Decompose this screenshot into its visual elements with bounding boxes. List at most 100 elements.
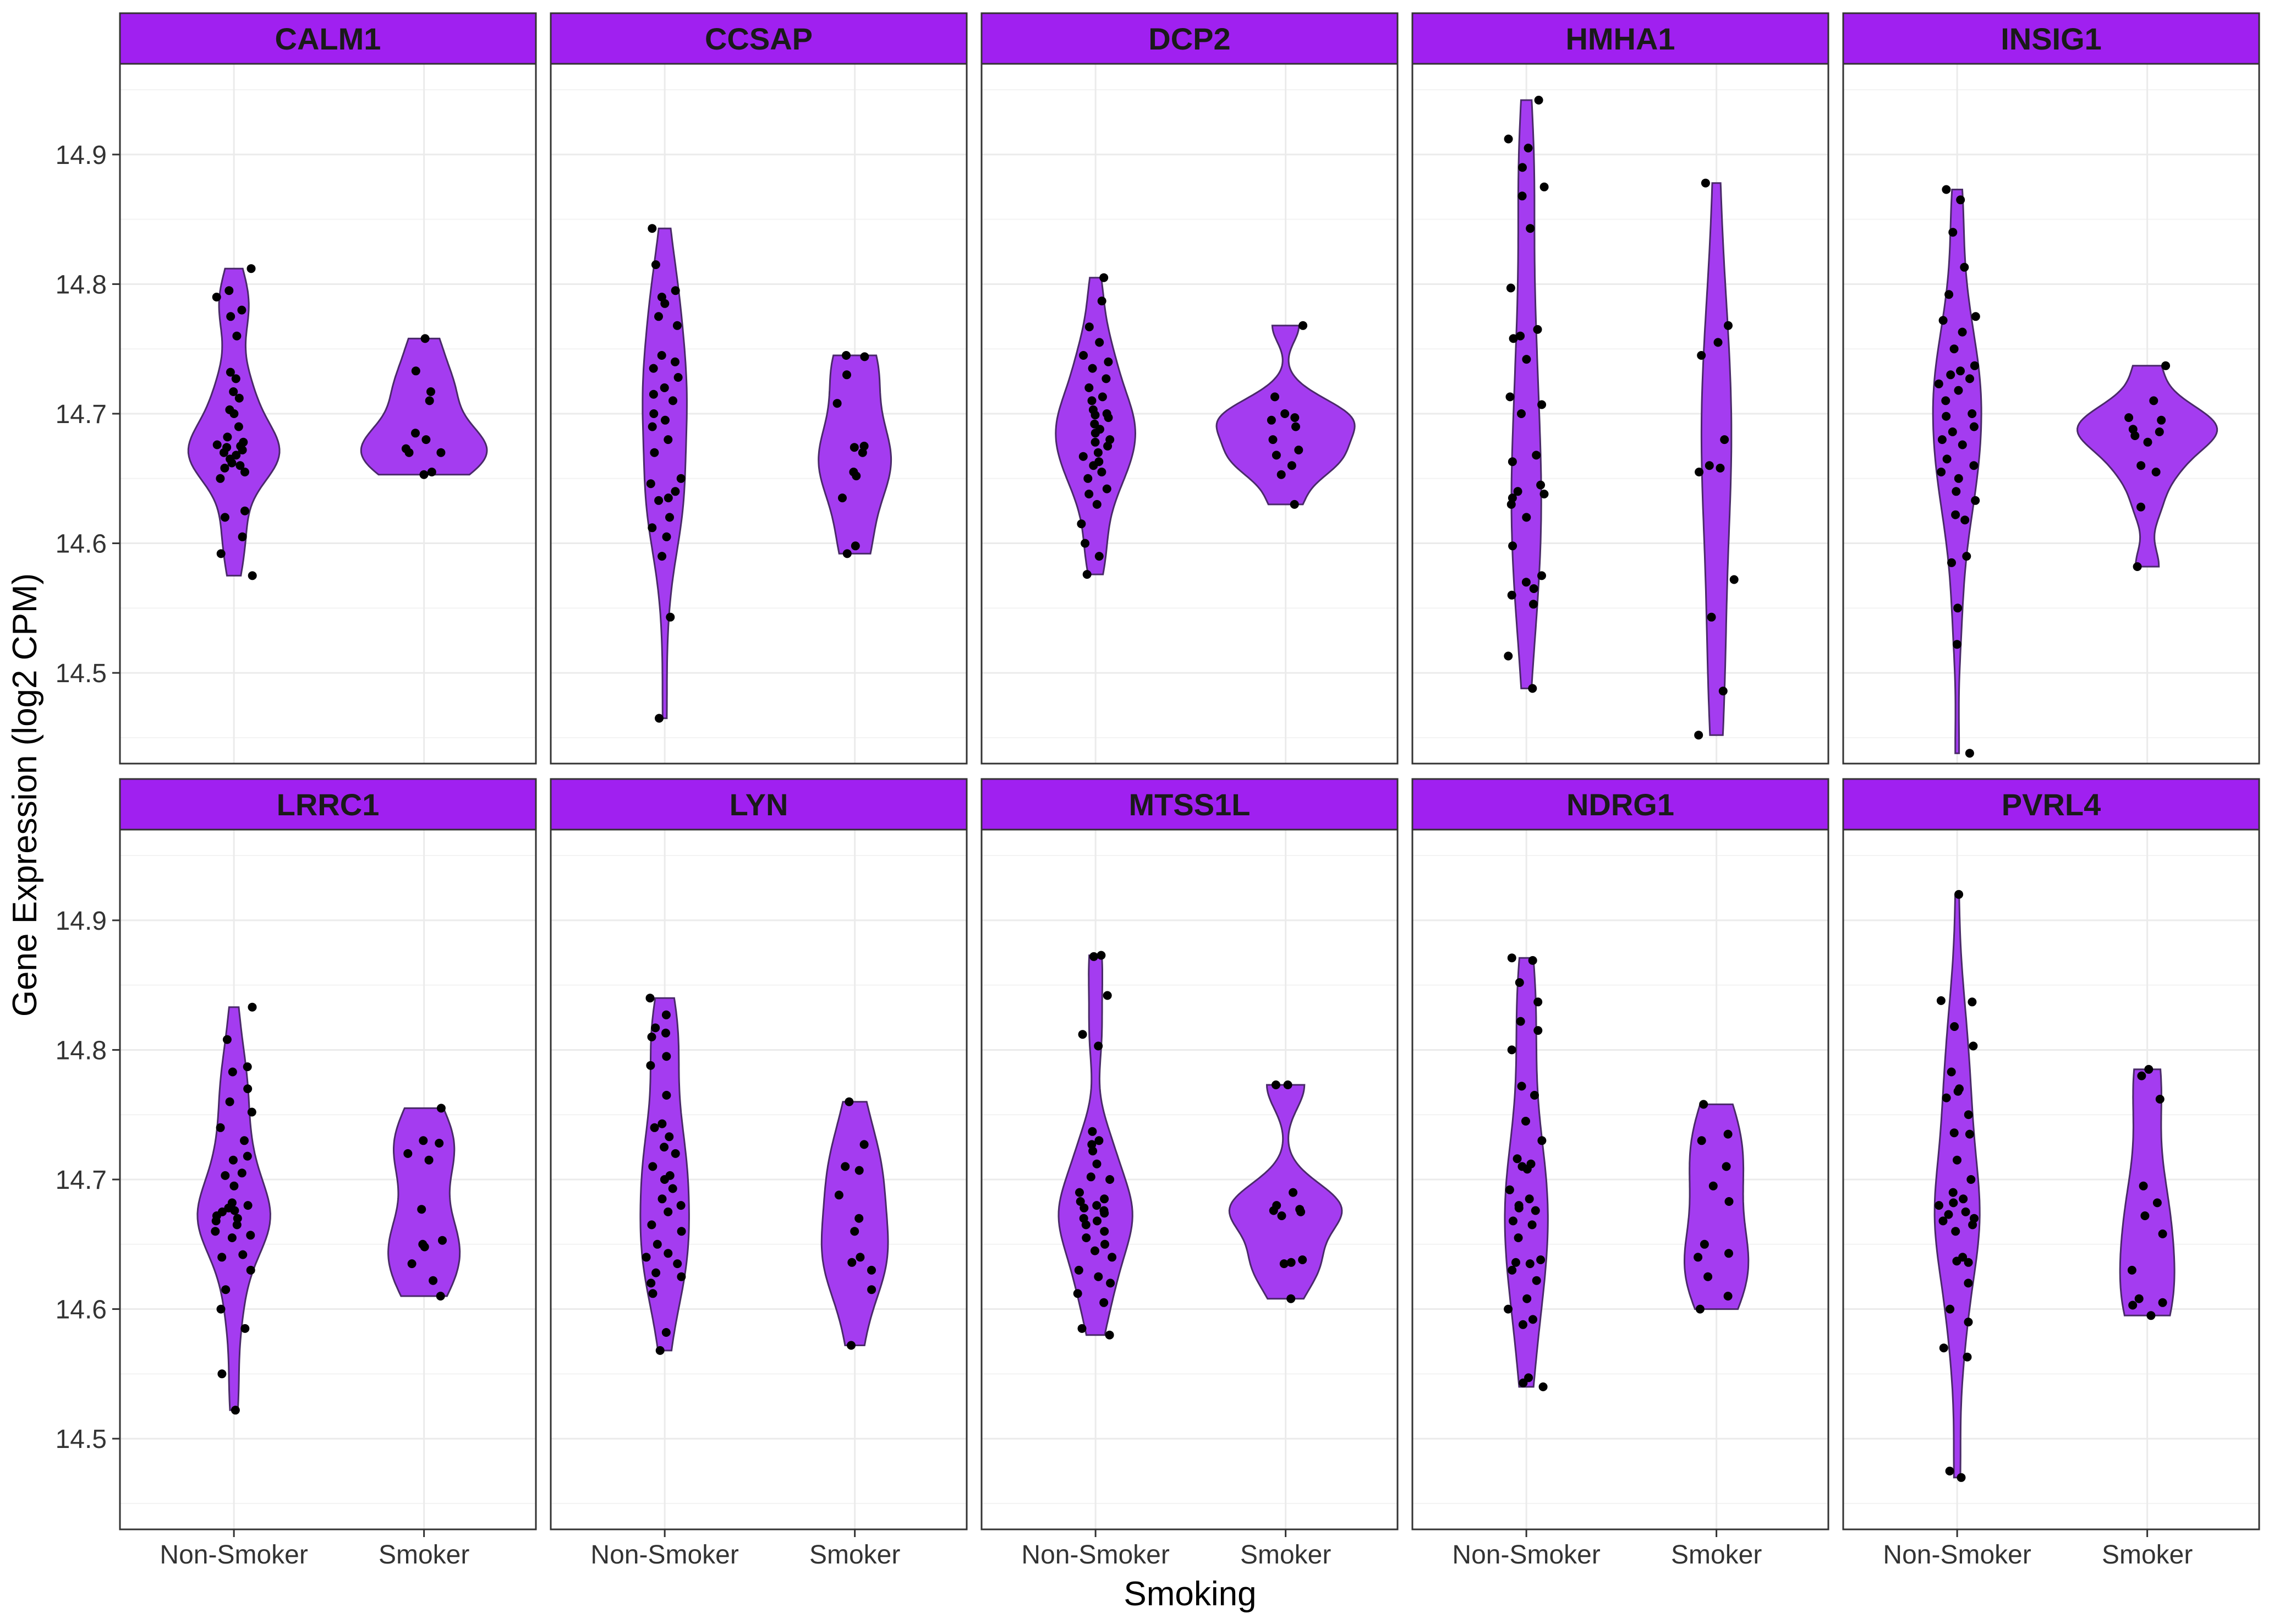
data-point [419, 1136, 428, 1145]
data-point [2139, 1181, 2148, 1190]
data-point [2127, 1265, 2136, 1275]
y-axis-title: Gene Expression (log2 CPM) [6, 573, 44, 1017]
data-point [1539, 490, 1549, 498]
data-point [1518, 163, 1527, 172]
data-point [664, 435, 673, 445]
facet-strip [1411, 778, 1829, 831]
data-point [231, 374, 240, 383]
facet-strip-label: CCSAP [705, 21, 813, 56]
facet-strip-label: PVRL4 [2002, 787, 2101, 822]
x-tick-label: Non-Smoker [1021, 1540, 1169, 1570]
data-point [649, 409, 659, 418]
data-point [1506, 283, 1515, 293]
data-point [1267, 415, 1276, 425]
data-point [1082, 1233, 1091, 1242]
data-point [1286, 1294, 1296, 1303]
data-point [228, 1067, 237, 1077]
data-point [1094, 1041, 1103, 1051]
data-point [651, 1268, 661, 1277]
data-point [1093, 1216, 1102, 1226]
data-point [211, 1216, 221, 1226]
data-point [1528, 956, 1537, 965]
data-point [427, 468, 436, 476]
data-point [1942, 185, 1951, 194]
data-point [665, 1132, 674, 1142]
y-axis: 14.5 14.6 14.7 14.8 14.9 14.5 14.6 14.7 14.8 14.9 [56, 141, 120, 1454]
data-point [1949, 1198, 1958, 1208]
data-point [676, 1201, 686, 1210]
data-point [1077, 519, 1086, 529]
facet-strip [550, 778, 968, 831]
data-point [1093, 448, 1103, 457]
data-point [2151, 468, 2161, 476]
data-point [1699, 1100, 1708, 1109]
data-point [651, 260, 660, 270]
data-point [1081, 539, 1090, 548]
data-point [1954, 890, 1964, 899]
data-point [1949, 1128, 1959, 1138]
data-point [1952, 640, 1961, 649]
data-point [216, 549, 226, 558]
data-point [1507, 953, 1516, 963]
data-point [1938, 316, 1948, 325]
data-point [1537, 571, 1546, 580]
facet-panels: CALM1 CCSAP DCP2 HMHA1 INSIG1 LRRC1 LYN MTSS1L N… [119, 12, 2260, 1530]
data-point [1948, 228, 1958, 237]
data-point [217, 1253, 227, 1262]
data-point [1529, 600, 1538, 609]
facet-strip-label: LRRC1 [277, 787, 380, 822]
x-tick-label: Non-Smoker [160, 1540, 308, 1570]
data-point [677, 1227, 686, 1236]
facet-panel-dcp2: DCP2 [980, 12, 1399, 765]
data-point [661, 415, 670, 425]
facet-panel-ndrg1: NDRG1 [1411, 778, 1829, 1530]
data-point [1079, 351, 1088, 360]
y-tick-label: 14.5 [56, 1425, 107, 1454]
data-point [646, 1061, 655, 1070]
data-point [1952, 1257, 1961, 1266]
data-point [1941, 396, 1950, 405]
data-point [1707, 612, 1716, 622]
data-point [648, 224, 657, 233]
data-point [243, 1151, 252, 1161]
data-point [237, 305, 246, 315]
data-point [1088, 364, 1097, 373]
x-tick-label: Smoker [2102, 1540, 2193, 1570]
data-point [661, 1010, 671, 1019]
data-point [1517, 191, 1527, 201]
data-point [649, 364, 658, 373]
data-point [1504, 1304, 1513, 1314]
data-point [1513, 487, 1522, 496]
violin-ccsap-non-smoker [642, 227, 688, 720]
data-point [1949, 344, 1959, 354]
data-point [1947, 558, 1956, 567]
y-tick-label: 14.5 [56, 659, 107, 688]
data-point [1508, 457, 1517, 467]
data-point [847, 1341, 856, 1350]
data-point [662, 1052, 671, 1061]
data-point [1097, 468, 1106, 476]
violin-mtss1l-smoker [1228, 1084, 1343, 1300]
data-point [646, 479, 655, 489]
data-point [1951, 510, 1960, 519]
data-point [847, 1258, 857, 1267]
data-point [1078, 452, 1088, 461]
data-point [237, 1168, 246, 1178]
facet-strip-label: HMHA1 [1565, 21, 1675, 56]
data-point [1971, 496, 1980, 505]
data-point [671, 487, 680, 496]
data-point [650, 1123, 659, 1132]
data-point [1697, 351, 1706, 360]
data-point [1094, 1136, 1104, 1145]
data-point [1536, 1255, 1546, 1264]
data-point [1958, 327, 1967, 337]
data-point [1507, 1045, 1516, 1055]
data-point [220, 463, 229, 473]
data-point [1508, 493, 1517, 503]
y-tick-label: 14.7 [56, 1166, 107, 1195]
facet-strip [1411, 12, 1829, 65]
data-point [1964, 1279, 1973, 1288]
data-point [1296, 1207, 1306, 1216]
y-tick-label: 14.6 [56, 1296, 107, 1325]
data-point [1088, 1146, 1098, 1156]
